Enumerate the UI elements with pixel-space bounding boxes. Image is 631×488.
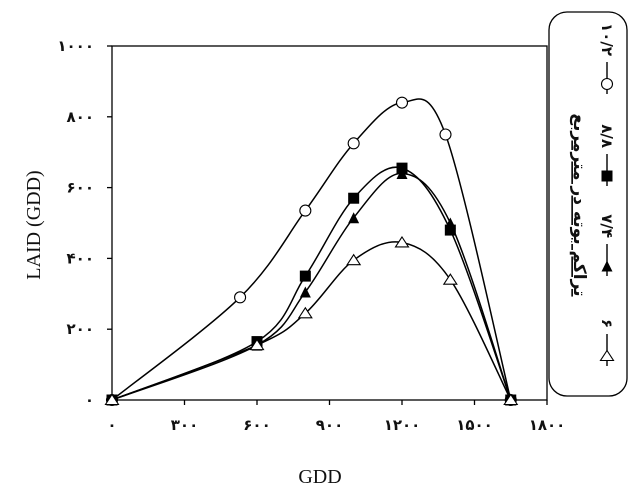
x-tick-label: ۱۸۰۰ xyxy=(529,416,566,434)
series-3-point xyxy=(348,212,360,224)
series-4-point xyxy=(249,338,265,351)
x-tick-label: ۱۲۰۰ xyxy=(384,416,421,434)
legend-marker xyxy=(599,349,615,362)
y-tick-label: ۴۰۰ xyxy=(67,249,94,267)
legend-marker xyxy=(600,77,614,91)
x-tick-label: ۰ xyxy=(107,416,116,434)
y-axis-title: LAID (GDD) xyxy=(23,170,45,279)
series-4-point xyxy=(503,393,519,406)
ticks: ۰ ۳۰۰ ۶۰۰ ۹۰۰ ۱۲۰۰ ۱۵۰۰ ۱۸۰۰ ۰ ۲۰۰ ۴۰۰ ۶۰۰ ۸۰۰ ۱۰۰۰ xyxy=(57,37,565,434)
legend-label: ۶ xyxy=(598,319,616,328)
x-axis-title: GDD xyxy=(298,466,341,488)
series-4-point xyxy=(104,393,120,406)
series-2-point xyxy=(299,270,311,282)
series-2-point xyxy=(348,192,360,204)
y-tick-label: ۶۰۰ xyxy=(67,179,94,197)
y-tick-label: ۰ xyxy=(85,391,94,409)
legend-label: ۸/۸ xyxy=(598,124,616,148)
y-tick-label: ۲۰۰ xyxy=(67,320,94,338)
legend-entries: ۱۰/۲ ۸/۸ ۷/۴ ۶ xyxy=(598,23,616,366)
legend-entry: ۶ xyxy=(598,319,616,366)
legend-marker xyxy=(601,260,613,272)
series-1-point xyxy=(439,128,452,141)
legend: تراکم بوته در مترمربع ۱۰/۲ ۸/۸ ۷/۴ ۶ xyxy=(548,11,628,397)
series-1-line xyxy=(111,98,512,401)
series-4-point xyxy=(394,235,410,248)
series-4-point xyxy=(442,273,458,285)
series-1 xyxy=(105,96,517,407)
series-1-point xyxy=(395,96,409,109)
x-tick-label: ۶۰۰ xyxy=(243,416,270,434)
series-3-point xyxy=(444,217,456,229)
y-tick-label: ۱۰۰۰ xyxy=(57,37,94,55)
legend-entry: ۸/۸ xyxy=(598,124,616,186)
x-tick-label: ۱۵۰۰ xyxy=(456,416,493,434)
series-2-point xyxy=(444,224,456,236)
series-4-point xyxy=(346,253,362,266)
series-4 xyxy=(104,235,519,406)
plot-area xyxy=(111,45,548,401)
series-1-point xyxy=(299,204,312,217)
legend-title: تراکم بوته در مترمربع xyxy=(569,113,589,296)
x-tick-label: ۹۰۰ xyxy=(316,416,343,434)
legend-entry: ۱۰/۲ xyxy=(598,23,616,94)
legend-label: ۱۰/۲ xyxy=(598,23,616,56)
legend-label: ۷/۴ xyxy=(598,214,616,238)
series-3-point xyxy=(299,286,311,298)
legend-box xyxy=(548,11,628,397)
series-layer xyxy=(104,96,519,407)
x-tick-label: ۳۰۰ xyxy=(171,416,198,434)
series-1-point xyxy=(347,137,360,150)
y-tick-label: ۸۰۰ xyxy=(67,108,94,126)
series-1-point xyxy=(234,291,247,304)
legend-marker xyxy=(601,170,613,182)
legend-entry: ۷/۴ xyxy=(598,214,616,276)
series-3-point xyxy=(396,167,408,179)
series-4-point xyxy=(297,306,313,319)
series-3-line xyxy=(111,172,512,401)
